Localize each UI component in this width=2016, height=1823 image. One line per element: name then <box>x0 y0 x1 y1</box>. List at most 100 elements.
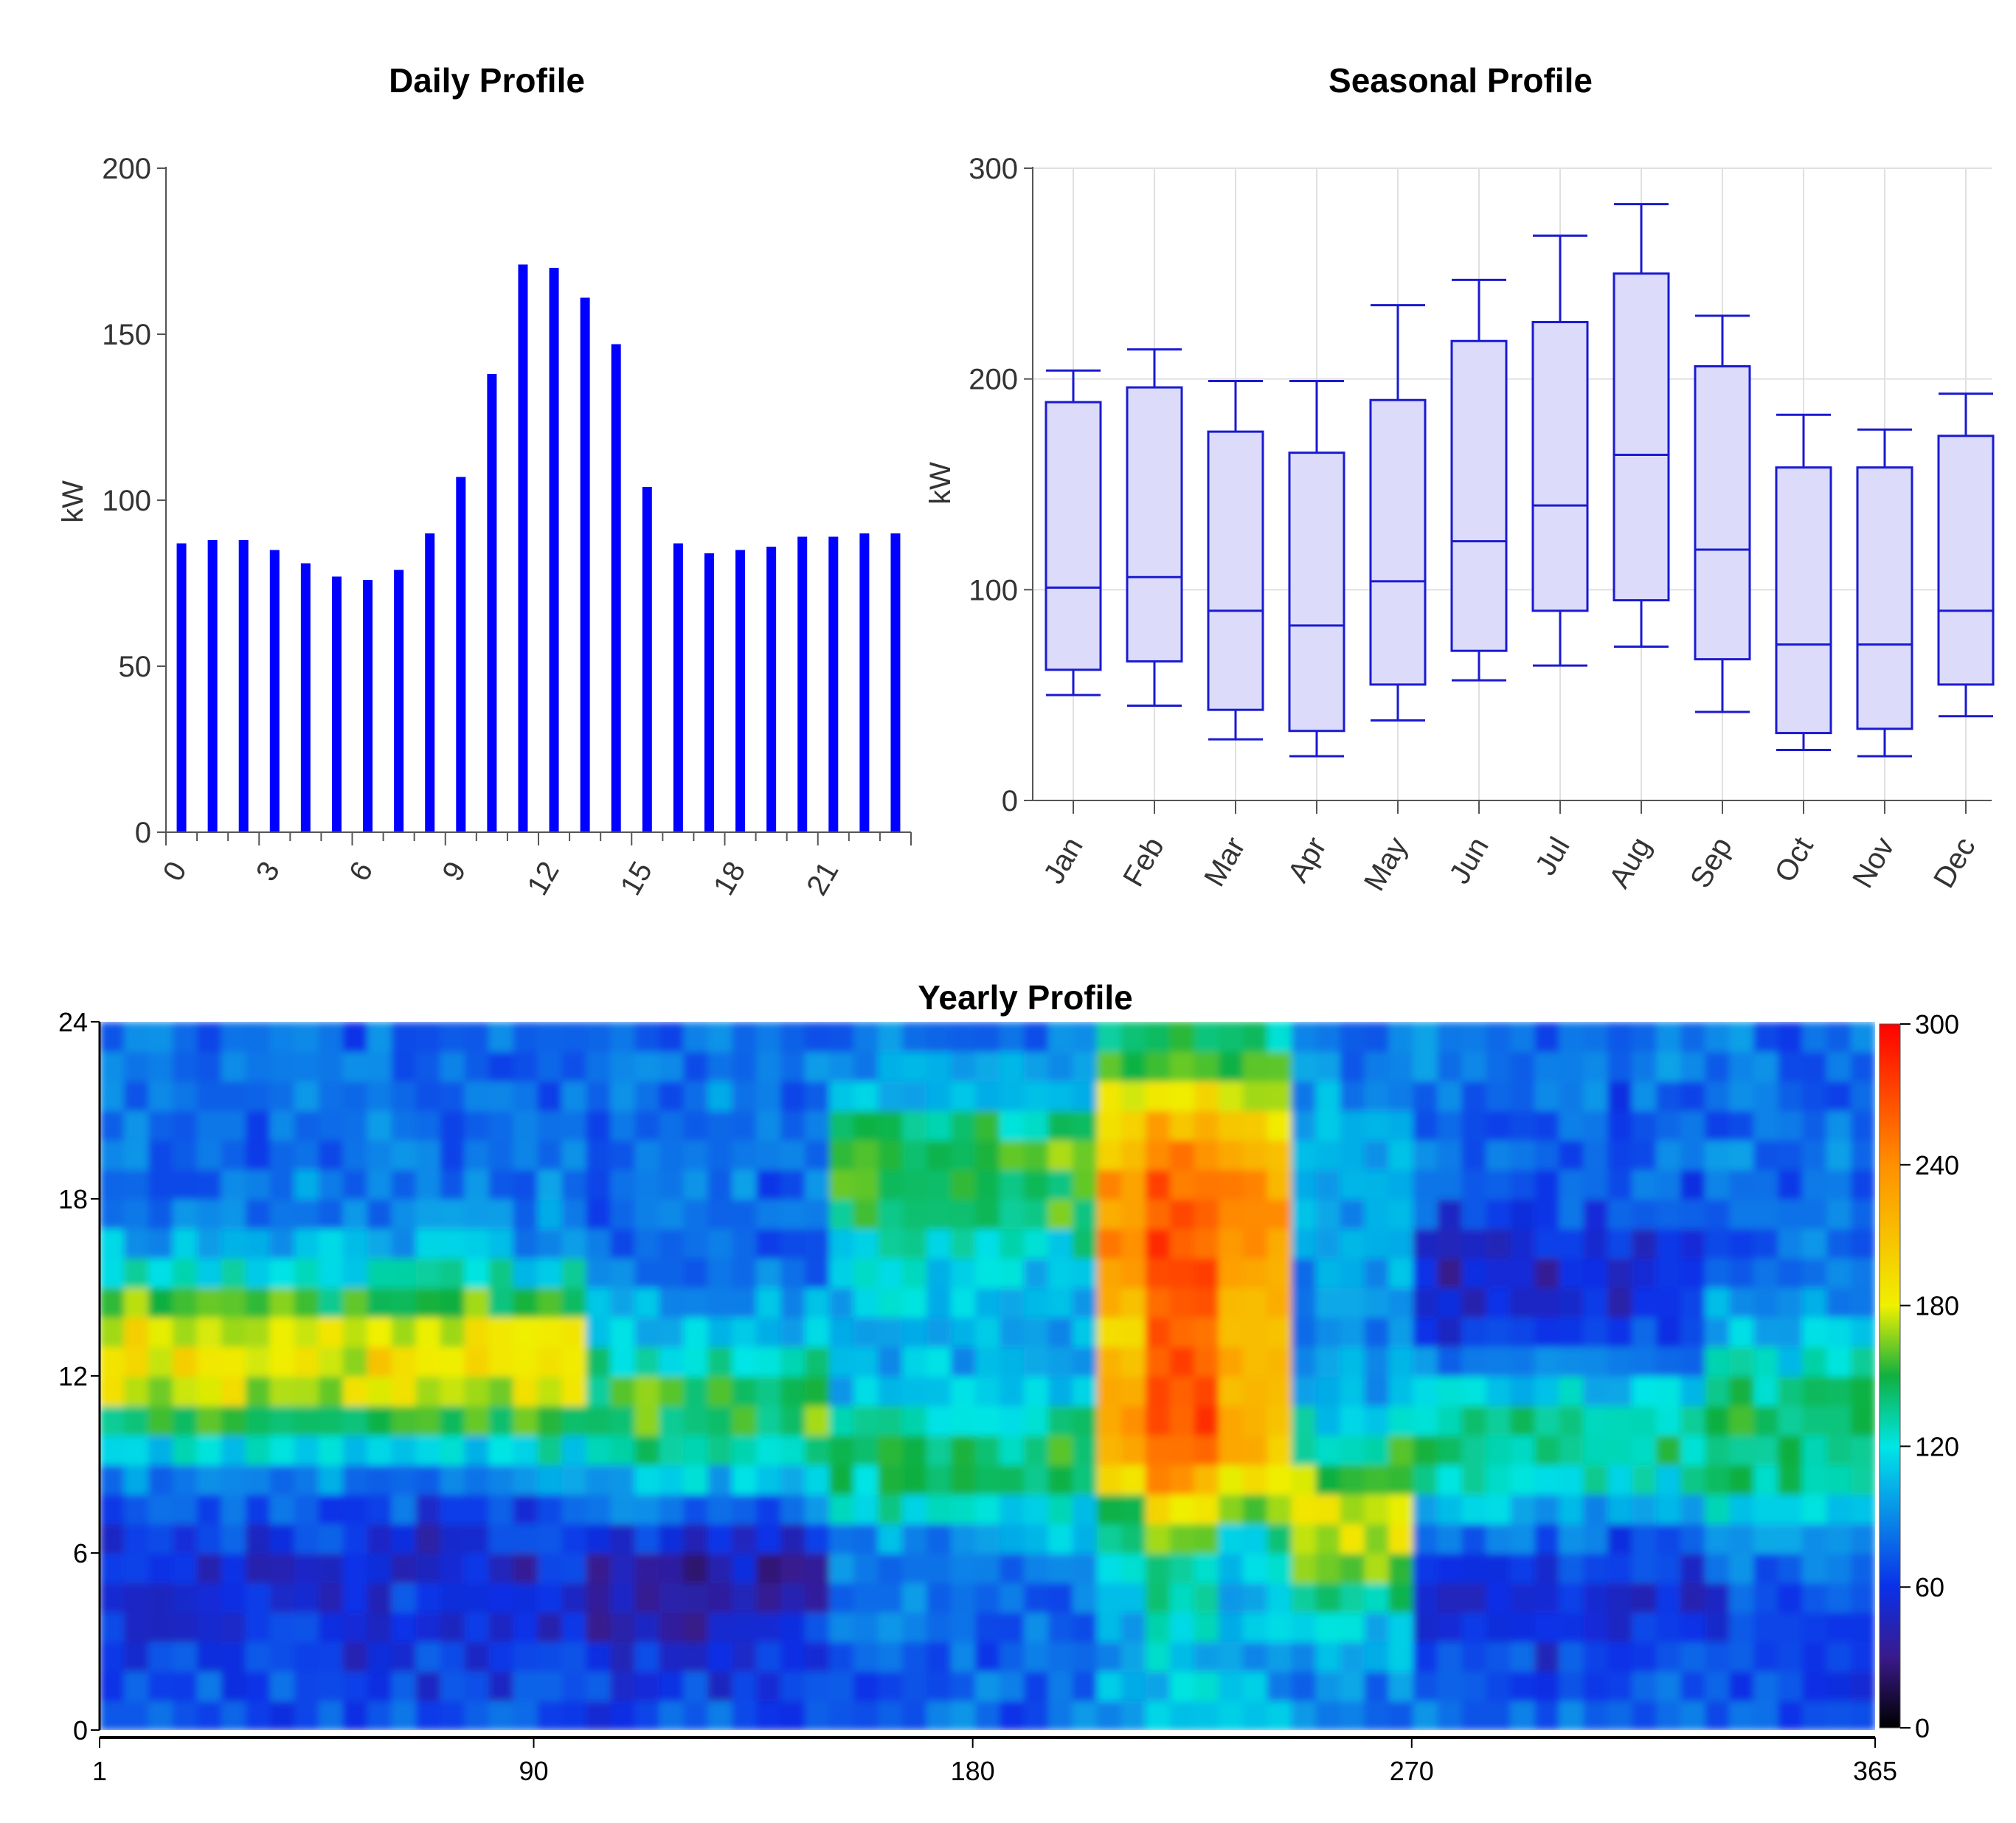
heatmap-cell <box>221 1701 246 1730</box>
heatmap-cell <box>1242 1701 1268 1730</box>
heatmap-cell <box>829 1317 855 1347</box>
heatmap-x-ticks: 1 90 180 270 365 <box>92 1737 1897 1786</box>
heatmap-cell <box>975 1228 1000 1259</box>
heatmap-cell <box>1291 1140 1317 1170</box>
heatmap-cell <box>853 1346 879 1377</box>
heatmap-cell <box>1242 1110 1268 1141</box>
daily-title: Daily Profile <box>389 61 585 100</box>
heatmap-cell <box>561 1258 587 1288</box>
heatmap-cell <box>561 1081 587 1111</box>
heatmap-cell <box>634 1494 660 1524</box>
heatmap-cell <box>1826 1405 1852 1436</box>
heatmap-cell <box>1826 1258 1852 1288</box>
heatmap-cell <box>1510 1435 1536 1465</box>
heatmap-cell <box>732 1612 758 1642</box>
heatmap-cell <box>1778 1435 1804 1465</box>
heatmap-cell <box>999 1228 1025 1259</box>
heatmap-cell <box>1510 1110 1536 1141</box>
heatmap-cell <box>440 1228 465 1259</box>
heatmap-cell <box>1072 1081 1098 1111</box>
heatmap-cell <box>634 1523 660 1554</box>
heatmap-cell <box>1705 1081 1731 1111</box>
heatmap-cell <box>1364 1140 1390 1170</box>
heatmap-cell <box>1413 1081 1438 1111</box>
heatmap-cell <box>464 1169 490 1200</box>
heatmap-cell <box>1120 1228 1146 1259</box>
heatmap-cell <box>1851 1110 1875 1141</box>
heatmap-cell <box>1534 1199 1560 1229</box>
heatmap-cell <box>683 1435 709 1465</box>
heatmap-cell <box>1291 1051 1317 1082</box>
heatmap-cell <box>1802 1081 1828 1111</box>
heatmap-cell <box>1486 1140 1511 1170</box>
heatmap-cell <box>123 1671 149 1701</box>
heatmap-cell <box>1437 1228 1463 1259</box>
heatmap-cell <box>926 1228 952 1259</box>
heatmap-cell <box>1680 1435 1706 1465</box>
heatmap-cell <box>440 1523 465 1554</box>
heatmap-cell <box>1826 1494 1852 1524</box>
heatmap-cell <box>318 1199 344 1229</box>
heatmap-cell <box>1340 1346 1365 1377</box>
heatmap-cell <box>1778 1051 1804 1082</box>
heatmap-cell <box>1534 1405 1560 1436</box>
heatmap-cell <box>1364 1494 1390 1524</box>
heatmap-cell <box>659 1199 685 1229</box>
heatmap-cell <box>926 1287 952 1318</box>
heatmap-cell <box>1413 1405 1438 1436</box>
heatmap-cell <box>123 1346 149 1377</box>
heatmap-cells <box>100 1022 1875 1730</box>
heatmap-cell <box>100 1612 125 1642</box>
heatmap-cell <box>245 1258 271 1288</box>
heatmap-cell <box>1242 1671 1268 1701</box>
heatmap-cell <box>1851 1228 1875 1259</box>
heatmap-cell <box>537 1523 563 1554</box>
heatmap-cell <box>269 1258 295 1288</box>
heatmap-cell <box>196 1228 222 1259</box>
daily-bar <box>642 487 652 832</box>
heatmap-cell <box>829 1642 855 1672</box>
heatmap-cell <box>415 1081 441 1111</box>
heatmap-cell <box>1388 1642 1414 1672</box>
heatmap-cell <box>1120 1642 1146 1672</box>
heatmap-cell <box>1607 1199 1633 1229</box>
heatmap-cell <box>561 1671 587 1701</box>
heatmap-cell <box>659 1642 685 1672</box>
heatmap-cell <box>1023 1110 1049 1141</box>
heatmap-cell <box>1047 1110 1073 1141</box>
heatmap-cell <box>1486 1199 1511 1229</box>
heatmap-cell <box>1340 1199 1365 1229</box>
heatmap-cell <box>148 1701 173 1730</box>
heatmap-cell <box>878 1199 904 1229</box>
heatmap-cell <box>1169 1140 1195 1170</box>
heatmap-cell <box>1778 1199 1804 1229</box>
heatmap-cell <box>1778 1287 1804 1318</box>
heatmap-cell <box>464 1494 490 1524</box>
heatmap-cell <box>245 1642 271 1672</box>
heatmap-cell <box>269 1022 295 1052</box>
heatmap-cell <box>1023 1671 1049 1701</box>
heatmap-cell <box>342 1317 368 1347</box>
heatmap-cell <box>245 1376 271 1406</box>
heatmap-cell <box>853 1612 879 1642</box>
heatmap-cell <box>1120 1287 1146 1318</box>
heatmap-cell <box>440 1258 465 1288</box>
heatmap-cell <box>999 1022 1025 1052</box>
heatmap-cell <box>1680 1228 1706 1259</box>
heatmap-cell <box>878 1346 904 1377</box>
heatmap-cell <box>172 1612 198 1642</box>
heatmap-cell <box>1388 1701 1414 1730</box>
heatmap-cell <box>732 1081 758 1111</box>
heatmap-cell <box>1218 1405 1244 1436</box>
heatmap-cell <box>829 1553 855 1583</box>
heatmap-cell <box>659 1582 685 1613</box>
heatmap-cell <box>805 1701 831 1730</box>
heatmap-cell <box>902 1081 928 1111</box>
heatmap-cell <box>999 1346 1025 1377</box>
heatmap-cell <box>659 1701 685 1730</box>
heatmap-cell <box>634 1553 660 1583</box>
heatmap-cell <box>1096 1405 1122 1436</box>
heatmap-cell <box>1607 1258 1633 1288</box>
daily-x-tick-label: 18 <box>707 857 752 902</box>
heatmap-cell <box>707 1022 733 1052</box>
